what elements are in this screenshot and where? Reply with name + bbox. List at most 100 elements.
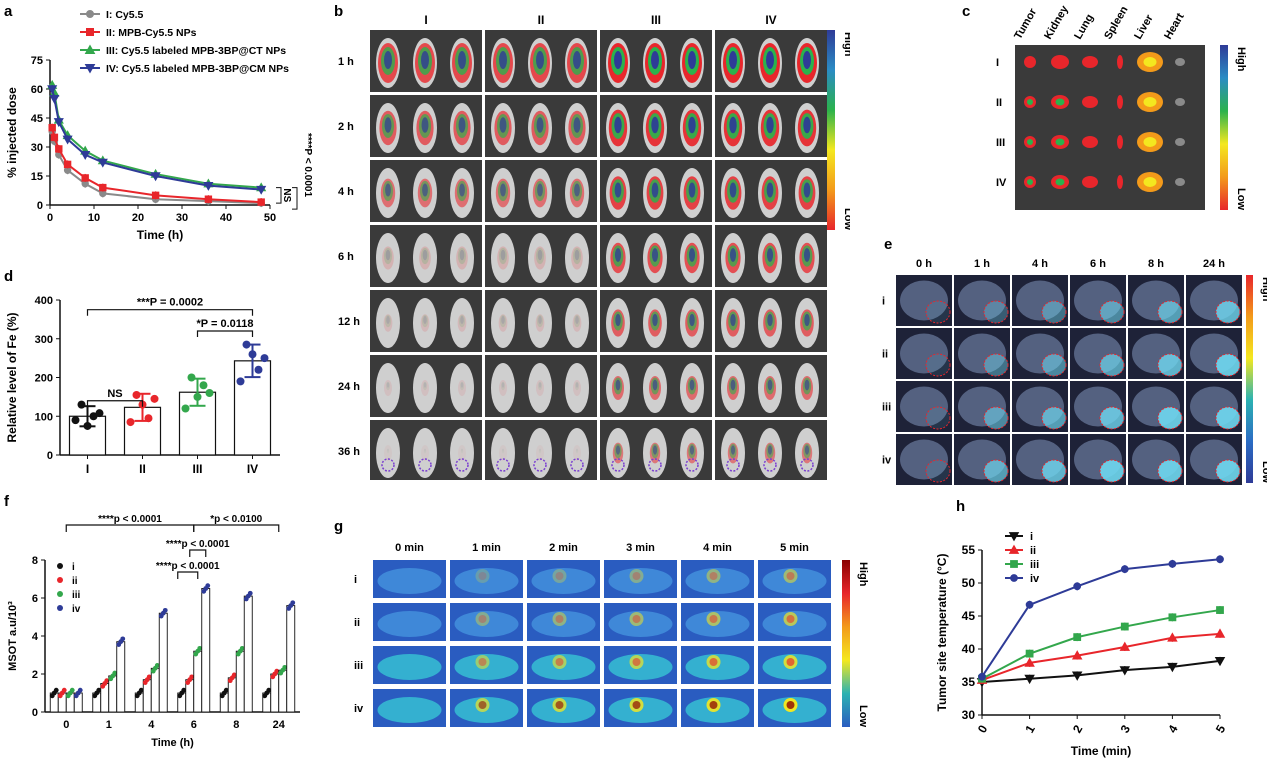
column-label: 24 h	[1203, 258, 1225, 270]
mouse-silhouette	[450, 233, 474, 283]
imaging-cell	[370, 225, 482, 287]
data-point	[1119, 641, 1131, 651]
colorbar-high-label: High	[1260, 277, 1267, 302]
organ-signal	[1117, 55, 1123, 69]
row-label: iv	[882, 455, 892, 467]
signal-outer	[536, 380, 544, 396]
signal-outer	[420, 314, 430, 332]
signal-outer	[573, 380, 581, 396]
signal-outer	[458, 380, 466, 396]
mouse-silhouette	[565, 363, 589, 413]
data-point	[62, 135, 73, 145]
signal-outer	[499, 380, 507, 396]
tumor-signal	[984, 407, 1008, 429]
signal-core	[615, 379, 621, 391]
data-point	[1216, 606, 1224, 614]
x-tick-label: 4	[148, 719, 155, 731]
signal-mid	[500, 381, 506, 391]
tumor-signal	[1100, 354, 1124, 376]
x-tick-label: 24	[273, 719, 286, 731]
mouse-section	[958, 280, 1006, 321]
imaging-cell	[370, 290, 482, 352]
signal-mid	[536, 314, 544, 328]
organ-signal	[1082, 136, 1098, 148]
signal-core	[421, 51, 429, 69]
tumor-outline	[1099, 459, 1125, 483]
organ-signal-core	[1027, 99, 1033, 105]
tumor-signal	[1158, 460, 1182, 482]
series-iii	[978, 606, 1224, 683]
mouse-silhouette	[413, 233, 437, 283]
signal-core	[804, 445, 810, 455]
tumor-circle	[685, 458, 699, 472]
column-label: 3 min	[626, 542, 655, 554]
colorbar	[827, 30, 835, 230]
colorbar-low-label: Low	[1235, 188, 1247, 210]
signal-core	[652, 313, 658, 327]
y-tick-label: 400	[35, 295, 53, 307]
y-tick-label: 40	[962, 642, 976, 656]
panel-letter-a: a	[4, 3, 13, 20]
organ-signal	[1117, 175, 1123, 189]
signal-core	[688, 51, 696, 69]
organ-signal-core	[1027, 179, 1033, 185]
data-point	[189, 674, 195, 680]
y-tick-label: 0	[32, 707, 38, 719]
bar	[278, 669, 288, 713]
legend-label: III: Cy5.5 labeled MPB-3BP@CT NPs	[106, 45, 286, 57]
annotation-f3: ****p < 0.0001	[166, 539, 230, 550]
panel-d: d 0 100 200 300 400 Relative level of Fe (%) I I…	[0, 265, 320, 490]
imaging-cell	[715, 290, 827, 352]
imaging-cell	[485, 95, 597, 157]
signal-core	[729, 116, 737, 134]
y-tick-label: 50	[962, 576, 976, 590]
organ-signal	[1117, 135, 1123, 149]
x-tick-label: 2	[1070, 722, 1086, 735]
legend-label: IV: Cy5.5 labeled MPB-3BP@CM NPs	[106, 63, 289, 75]
series-ii	[976, 628, 1226, 685]
heat-core	[555, 615, 564, 623]
heat-halo	[629, 569, 644, 583]
signal-outer	[535, 314, 545, 332]
signal-outer	[383, 314, 393, 332]
tumor-signal	[926, 460, 950, 482]
signal-core	[767, 379, 773, 391]
data-point	[1071, 671, 1083, 681]
x-tick-label: 10	[88, 212, 100, 224]
row-label: iii	[354, 660, 363, 672]
signal-mid	[420, 247, 430, 265]
thermal-grid-g: g0 min 1 min 2 min 3 min 4 min 5 miniiiiiiivH…	[334, 518, 869, 727]
data-point	[203, 181, 214, 191]
tumor-signal	[984, 301, 1008, 323]
data-point	[266, 687, 272, 693]
data-point	[53, 118, 64, 128]
colorbar-low-label: Low	[857, 705, 869, 727]
tumor-circle	[570, 458, 584, 472]
data-point	[1073, 582, 1082, 591]
tumor-outline	[1157, 406, 1183, 430]
signal-core	[651, 116, 659, 134]
data-point	[99, 183, 107, 192]
annotation-ns: NS	[281, 188, 292, 202]
imaging-cell	[600, 160, 712, 222]
heat-core	[478, 701, 487, 709]
heat-halo	[629, 612, 644, 626]
row-label: i	[882, 296, 885, 308]
organ-signal	[1175, 178, 1185, 186]
tumor-outline	[925, 406, 951, 430]
data-point	[1214, 628, 1226, 638]
heat-core	[709, 701, 718, 709]
x-tick-label: 3	[1118, 722, 1134, 735]
data-point	[1071, 650, 1083, 660]
signal-mid	[457, 247, 467, 265]
signal-core	[766, 248, 774, 262]
y-axis-label: Tumor site temperature (°C)	[935, 554, 949, 712]
heat-core	[478, 572, 487, 580]
data-point	[1168, 559, 1177, 568]
tumor-circle	[418, 458, 432, 472]
signal-outer	[384, 380, 392, 396]
heat-core	[632, 572, 641, 580]
x-tick-label: 40	[220, 212, 232, 224]
